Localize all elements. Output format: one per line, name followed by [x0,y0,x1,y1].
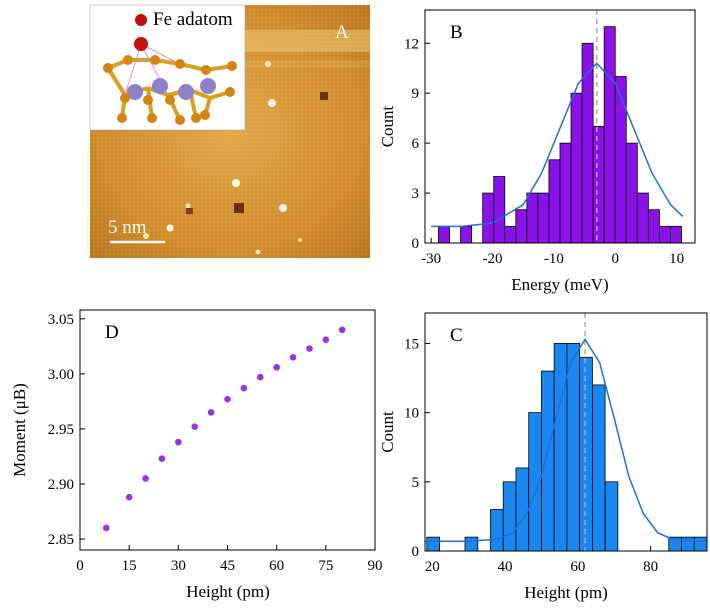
y-tick-label: 3.05 [48,312,74,328]
point [125,493,133,501]
y-tick-label: 9 [412,86,420,102]
bar [592,126,605,244]
x-tick-label: 80 [643,559,658,575]
y-tick-label: 0 [412,544,420,560]
inset-legend: Fe adatom [153,9,233,30]
bar [636,192,649,244]
x-tick-label: 0 [76,558,84,574]
x-tick-label: 20 [425,559,440,575]
y-tick-label: 5 [412,475,420,491]
bar [526,192,539,244]
bar [603,26,616,244]
bar [570,92,583,244]
bar [659,225,671,244]
point [158,455,166,462]
bar [559,142,572,244]
x-tick-label: 45 [220,558,235,574]
point [273,363,280,371]
bar [464,536,479,552]
y-tick-label: 12 [404,36,419,52]
point [191,423,199,430]
fit-curve [431,62,684,228]
y-tick-label: 15 [404,336,419,352]
scale-bar-label: 5 nm [108,217,147,238]
bar [482,192,495,244]
y-axis-label: Moment (μB) [10,383,29,477]
bar [490,509,504,552]
x-axis-label: Height (pm) [186,582,270,601]
x-tick-label: 60 [570,559,585,575]
bar [591,384,606,552]
y-tick-label: 10 [404,406,419,422]
point [224,395,231,403]
plot-frame [424,312,708,552]
bar [493,176,506,244]
point [338,326,346,334]
y-tick-label: 6 [412,136,420,152]
point [322,336,330,344]
x-tick-label: -10 [544,251,564,267]
panel-label: B [450,22,463,43]
bar [566,343,581,552]
x-tick-label: 10 [669,251,684,267]
point [102,524,110,532]
bar [693,536,708,552]
x-axis-label: Energy (meV) [511,275,608,294]
inset [89,4,246,131]
x-tick-label: 0 [611,251,619,267]
y-tick-label: 2.90 [48,477,74,493]
bar [614,76,627,244]
bar [670,225,682,244]
panel-label: D [105,322,119,343]
y-tick-label: 0 [412,236,420,252]
fit-curve [425,337,706,543]
panel-label: A [335,22,349,43]
bar [548,159,561,244]
bar [579,356,593,552]
point [289,354,297,361]
bar [537,192,550,244]
panel-label: C [450,325,463,346]
y-tick-label: 3 [412,186,420,202]
point [240,384,248,392]
bar [625,142,638,244]
x-tick-label: 40 [498,559,513,575]
x-tick-label: -20 [483,251,503,267]
x-tick-label: 15 [122,558,137,574]
bar [438,225,450,244]
bar [502,481,517,552]
y-tick-label: 2.85 [48,532,74,548]
x-tick-label: 90 [368,558,383,574]
point [306,345,313,352]
bar [515,209,528,244]
point [175,438,182,446]
x-tick-label: 60 [269,558,284,574]
x-tick-label: -30 [421,251,441,267]
point [207,409,215,416]
plot-frame [79,309,376,551]
bar [515,467,530,552]
bar [504,225,517,244]
bar [553,343,568,552]
plot-frame [424,9,696,244]
y-axis-label: Count [378,411,397,453]
bar [647,209,660,244]
x-tick-label: 30 [171,558,186,574]
y-tick-label: 2.95 [48,422,74,438]
bar [426,536,440,552]
x-axis-label: Height (pm) [524,583,608,602]
point [142,475,149,482]
point [256,373,264,381]
y-axis-label: Count [378,105,397,147]
x-tick-label: 75 [318,558,333,574]
bar [604,481,619,552]
bar [541,370,555,552]
bar [460,225,473,244]
y-tick-label: 3.00 [48,367,74,383]
